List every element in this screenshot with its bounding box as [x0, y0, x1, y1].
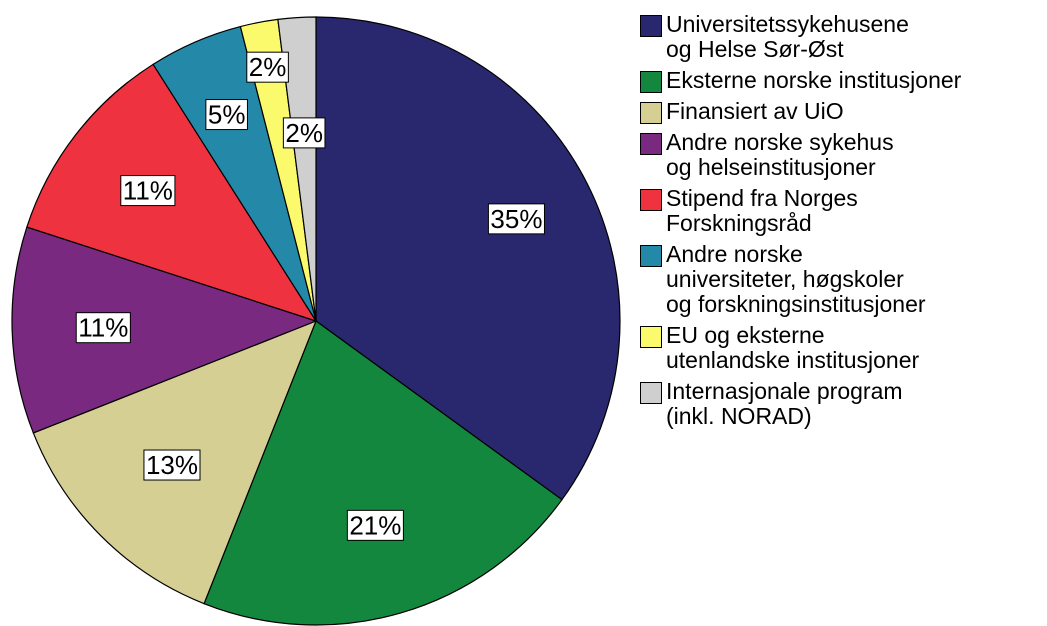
pie-slice	[11, 226, 318, 434]
legend-item: Finansiert av UiO	[640, 99, 961, 124]
legend-item: EU og eksterne utenlandske institusjoner	[640, 323, 961, 373]
legend-swatch	[640, 326, 662, 348]
legend-swatch	[640, 15, 662, 37]
data-label-text: 11%	[78, 313, 128, 343]
legend-swatch	[640, 245, 662, 267]
legend-swatch	[640, 382, 662, 404]
data-label-text: 21%	[349, 510, 401, 540]
legend-label: Eksterne norske institusjoner	[666, 67, 962, 93]
legend-item: Andre norske sykehus og helseinstitusjon…	[640, 130, 961, 180]
pie-slice	[315, 16, 621, 501]
legend-swatch	[640, 71, 662, 93]
legend-swatch	[640, 189, 662, 211]
legend-label: Finansiert av UiO	[666, 98, 844, 124]
label-box	[143, 449, 201, 481]
legend-label: Andre norske universiteter, høgskoler og…	[666, 241, 926, 317]
label-box	[487, 203, 545, 235]
legend-label: Andre norske sykehus og helseinstitusjon…	[666, 129, 894, 180]
data-label: 11%	[120, 175, 176, 207]
pie-slice	[203, 320, 563, 626]
pie-slice	[277, 16, 317, 322]
legend-swatch	[640, 102, 662, 124]
label-box	[205, 99, 248, 131]
data-label: 21%	[346, 509, 404, 541]
label-box	[120, 175, 176, 207]
legend-label: Internasjonale program (inkl. NORAD)	[666, 378, 903, 429]
chart: 35%21%13%11%11%5%2%2%	[11, 16, 621, 626]
label-box	[282, 117, 326, 149]
data-label-text: 13%	[146, 450, 198, 480]
data-label-text: 2%	[249, 52, 287, 82]
data-label: 5%	[205, 99, 248, 131]
legend-item: Internasjonale program (inkl. NORAD)	[640, 379, 961, 429]
data-label: 11%	[75, 312, 131, 344]
data-label-text: 2%	[285, 118, 323, 148]
label-box	[246, 51, 289, 83]
data-label: 2%	[282, 117, 326, 149]
legend-label: Universitetssykehusene og Helse Sør-Øst	[666, 11, 909, 62]
label-box	[346, 509, 404, 541]
data-label-text: 35%	[490, 204, 542, 234]
legend-item: Eksterne norske institusjoner	[640, 68, 961, 93]
legend-label: Stipend fra Norges Forskningsråd	[666, 185, 858, 236]
data-label-text: 5%	[208, 100, 246, 130]
data-label: 13%	[143, 449, 201, 481]
legend-swatch	[640, 133, 662, 155]
legend-item: Stipend fra Norges Forskningsråd	[640, 186, 961, 236]
label-box	[75, 312, 131, 344]
data-label-text: 11%	[123, 176, 173, 206]
legend-label: EU og eksterne utenlandske institusjoner	[666, 322, 920, 373]
legend-item: Universitetssykehusene og Helse Sør-Øst	[640, 12, 961, 62]
legend-item: Andre norske universiteter, høgskoler og…	[640, 242, 961, 317]
data-label: 35%	[487, 203, 545, 235]
data-label: 2%	[246, 51, 289, 83]
legend: Universitetssykehusene og Helse Sør-Øst E…	[640, 12, 961, 435]
